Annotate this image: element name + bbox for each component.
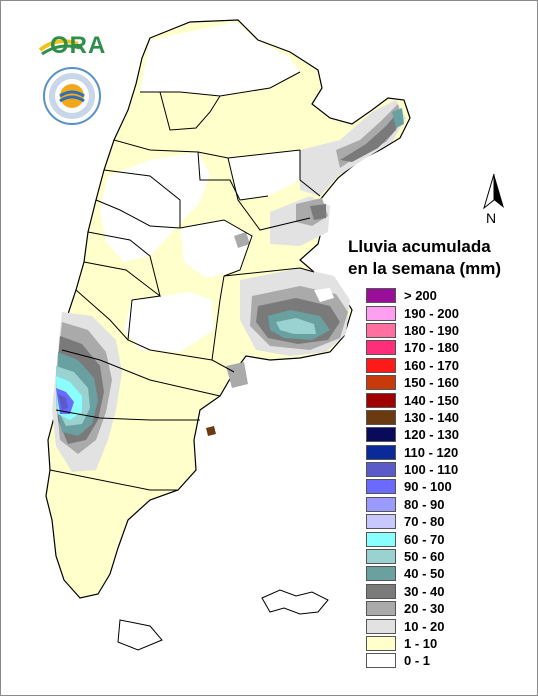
legend-item: 100 - 110	[366, 461, 526, 478]
legend-label: 190 - 200	[404, 305, 459, 321]
legend-label: 40 - 50	[404, 566, 445, 582]
legend-item: 180 - 190	[366, 322, 526, 339]
legend-swatch	[366, 288, 396, 304]
legend-item: 160 - 170	[366, 357, 526, 374]
legend-item: 10 - 20	[366, 617, 526, 634]
legend-item: 60 - 70	[366, 530, 526, 547]
legend-label: 170 - 180	[404, 340, 459, 356]
legend-label: 30 - 40	[404, 583, 445, 599]
legend-label: 150 - 160	[404, 375, 459, 391]
legend-item: 80 - 90	[366, 496, 526, 513]
legend-item: 90 - 100	[366, 478, 526, 495]
legend-item: 190 - 200	[366, 304, 526, 321]
legend-item: 1 - 10	[366, 635, 526, 652]
legend-swatch	[366, 444, 396, 460]
legend-swatch	[366, 514, 396, 530]
legend-label: 90 - 100	[404, 479, 452, 495]
legend-swatch	[366, 496, 396, 512]
legend-item: 30 - 40	[366, 583, 526, 600]
legend-swatch	[366, 583, 396, 599]
legend-item: > 200	[366, 287, 526, 304]
legend-label: 0 - 1	[404, 653, 431, 669]
legend-swatch	[366, 479, 396, 495]
legend-swatch	[366, 305, 396, 321]
province-borders	[49, 71, 321, 491]
legend-item: 130 - 140	[366, 409, 526, 426]
legend-label: 80 - 90	[404, 496, 445, 512]
ora-wordmark: ORA	[50, 32, 107, 59]
legend-swatch	[366, 462, 396, 478]
legend-swatch	[366, 618, 396, 634]
legend-label: 50 - 60	[404, 549, 445, 565]
legend-swatch	[366, 601, 396, 617]
legend-swatch	[366, 409, 396, 425]
legend-item: 110 - 120	[366, 444, 526, 461]
legend-title-line1: Lluvia acumulada	[348, 237, 491, 256]
legend-label: 60 - 70	[404, 531, 445, 547]
legend-item: 0 - 1	[366, 652, 526, 669]
legend-label: 140 - 150	[404, 392, 459, 408]
legend-label: 130 - 140	[404, 409, 459, 425]
legend-label: 10 - 20	[404, 618, 445, 634]
legend-item: 120 - 130	[366, 426, 526, 443]
legend-swatch	[366, 653, 396, 669]
legend-item: 140 - 150	[366, 391, 526, 408]
legend-swatch	[366, 375, 396, 391]
legend-item: 70 - 80	[366, 513, 526, 530]
legend-label: 100 - 110	[404, 462, 459, 478]
smn-seal-logo	[42, 66, 102, 126]
ora-logo-swoosh	[38, 39, 81, 56]
legend-label: 1 - 10	[404, 636, 438, 651]
ora-logo: ORA	[38, 30, 108, 62]
legend-item: 20 - 30	[366, 600, 526, 617]
legend-label: 70 - 80	[404, 514, 445, 530]
legend-swatch	[366, 549, 396, 565]
legend-swatch	[366, 322, 396, 338]
legend-label: 160 - 170	[404, 357, 459, 373]
malvinas-islands	[261, 589, 329, 615]
legend-label: 180 - 190	[404, 322, 459, 338]
legend-swatch	[366, 392, 396, 408]
legend-item: 150 - 160	[366, 374, 526, 391]
legend-swatch	[366, 531, 396, 547]
legend-item: 40 - 50	[366, 565, 526, 582]
legend-label: 120 - 130	[404, 427, 459, 443]
legend-swatch	[366, 357, 396, 373]
legend-item: 50 - 60	[366, 548, 526, 565]
legend-label: 110 - 120	[404, 444, 459, 460]
legend-swatch	[366, 427, 396, 443]
north-arrow-icon	[483, 173, 504, 210]
legend-item: 170 - 180	[366, 339, 526, 356]
legend: > 200 190 - 200 180 - 190 170 - 180 160 …	[366, 287, 526, 670]
legend-swatch	[366, 566, 396, 582]
legend-label: > 200	[404, 288, 437, 304]
legend-swatch	[366, 340, 396, 356]
north-label: N	[486, 210, 497, 226]
legend-title: Lluvia acumulada en la semana (mm)	[348, 236, 528, 280]
tierra-del-fuego	[117, 619, 163, 651]
legend-label: 20 - 30	[404, 601, 445, 617]
legend-title-line2: en la semana (mm)	[348, 259, 502, 278]
legend-swatch	[366, 636, 396, 651]
